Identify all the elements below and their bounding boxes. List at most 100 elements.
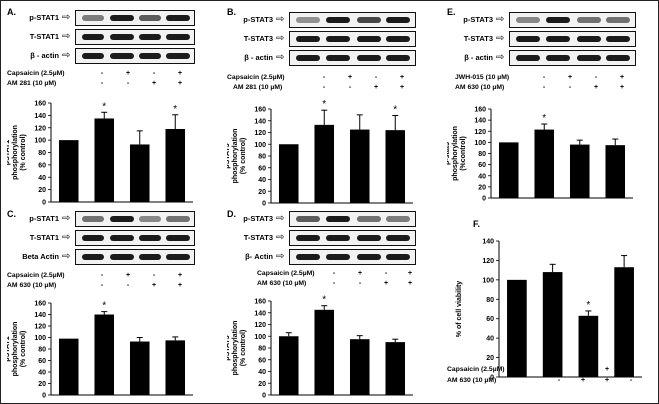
bar-chart: 0 20 40 60 80 100 120 140 % of cell viability * — [456, 239, 642, 382]
blot-image — [75, 211, 195, 227]
condition-label: AM 630 (10 µM) — [7, 282, 57, 289]
bar — [569, 144, 590, 198]
western-blot: p-STAT3 ⇨ T-STAT3 ⇨ β - actin ⇨ — [447, 12, 647, 72]
bar — [605, 145, 626, 198]
bar-chart: 0 20 40 60 80 100 120 140 160 pSTAT3phosphorylati… — [227, 99, 413, 208]
significance-marker: * — [542, 113, 546, 124]
y-tick-label: 60 — [258, 165, 266, 172]
arrow-icon: ⇨ — [276, 251, 285, 262]
condition-row: AM 281 (10 µM) - - + + — [7, 80, 183, 87]
blot-row: p-STAT1 ⇨ — [15, 211, 200, 227]
y-tick-label: 140 — [254, 118, 266, 125]
blot-image — [509, 50, 636, 66]
condition-row: Capsaicin (2.5µM) - + - + — [7, 272, 183, 279]
y-tick-label: 80 — [38, 150, 46, 157]
y-tick-label: 140 — [254, 310, 266, 317]
bar-chart: 0 20 40 60 80 100 120 140 160 p-stat3phosphorylat… — [447, 107, 633, 203]
blot-label: T-STAT3 — [243, 233, 273, 242]
y-tick-label: 160 — [34, 301, 46, 308]
panel-label: A. — [7, 7, 16, 17]
western-blot: p-STAT1 ⇨ T-STAT1 ⇨ β - actin ⇨ — [15, 10, 200, 70]
y-axis-label: % of cell viability — [456, 281, 463, 338]
significance-marker: * — [393, 104, 397, 115]
blot-label: β - actin — [30, 51, 59, 60]
y-tick-label: 0 — [42, 200, 46, 207]
condition-row: AM 281 (10 µM) - - + + — [227, 83, 427, 93]
western-blot: p-STAT1 ⇨ T-STAT1 ⇨ Beta Actin ⇨ — [15, 211, 200, 271]
panel-label: B. — [227, 7, 236, 17]
y-tick-label: 40 — [486, 336, 494, 343]
arrow-icon: ⇨ — [276, 33, 285, 44]
blot-row: T-STAT1 ⇨ — [15, 230, 200, 246]
blot-image — [289, 31, 416, 47]
y-tick-label: 100 — [34, 138, 46, 145]
arrow-icon: ⇨ — [276, 14, 285, 25]
blot-label: Beta Actin — [22, 252, 59, 261]
bar-chart: 0 20 40 60 80 100 120 140 160 pSTAT1phosphorylati… — [7, 101, 193, 207]
blot-row: p-STAT3 ⇨ — [227, 12, 427, 28]
y-tick-label: 140 — [34, 113, 46, 120]
bar — [507, 279, 527, 377]
y-tick-label: 40 — [38, 175, 46, 182]
y-tick-label: 120 — [474, 129, 486, 136]
western-blot: p-STAT3 ⇨ T-STAT3 ⇨ β- Actin ⇨ — [227, 211, 427, 271]
blot-row: p-STAT1 ⇨ — [15, 10, 200, 26]
y-tick-label: 0 — [262, 201, 266, 208]
blot-row: β - actin ⇨ — [227, 50, 427, 66]
y-tick-label: 160 — [34, 101, 46, 108]
y-axis-label: pSTAT1phosphorylation(% control) — [7, 322, 27, 377]
blot-row: β - actin ⇨ — [15, 48, 200, 64]
y-tick-label: 120 — [254, 322, 266, 329]
blot-row: p-STAT3 ⇨ — [447, 12, 647, 28]
arrow-icon: ⇨ — [276, 52, 285, 63]
y-axis-label: pSTAT3phosphorylation(% control) — [227, 321, 247, 376]
blot-image — [289, 12, 416, 28]
panel-c: C. p-STAT1 ⇨ T-STAT1 ⇨ Beta Actin ⇨ Capsaic… — [7, 209, 207, 401]
blot-image — [289, 249, 416, 265]
arrow-icon: ⇨ — [496, 14, 505, 25]
blot-label: T-STAT1 — [29, 32, 59, 41]
bar — [165, 128, 186, 202]
blot-label: T-STAT1 — [29, 233, 59, 242]
y-tick-label: 20 — [258, 189, 266, 196]
y-tick-label: 20 — [38, 187, 46, 194]
blot-image — [289, 50, 416, 66]
blot-row: Beta Actin ⇨ — [15, 249, 200, 265]
y-axis-label: p-stat3phosphorylation(%control) — [447, 126, 467, 181]
condition-label: AM 281 (10 µM) — [7, 80, 57, 87]
bar — [534, 129, 555, 198]
arrow-icon: ⇨ — [62, 12, 71, 23]
condition-row: Capsaicin (2.5µM) - + - + — [7, 70, 183, 77]
blot-row: T-STAT1 ⇨ — [15, 29, 200, 45]
y-tick-label: 20 — [478, 184, 486, 191]
panel-b: B. p-STAT3 ⇨ T-STAT3 ⇨ β - actin ⇨ Capsaici… — [227, 7, 427, 208]
condition-label: Capsaicin (2.5µM) — [7, 70, 65, 77]
bar — [578, 315, 599, 377]
arrow-icon: ⇨ — [62, 251, 71, 262]
arrow-icon: ⇨ — [276, 213, 285, 224]
bar-chart: 0 20 40 60 80 100 120 140 160 pSTAT3phosphorylati… — [227, 295, 413, 400]
y-tick-label: 80 — [258, 346, 266, 353]
blot-image — [509, 12, 636, 28]
y-tick-label: 100 — [254, 334, 266, 341]
blot-image — [509, 31, 636, 47]
arrow-icon: ⇨ — [62, 50, 71, 61]
blot-label: β - actin — [244, 53, 273, 62]
y-tick-label: 0 — [490, 375, 494, 382]
y-axis-label: pSTAT3phosphorylation(% control) — [227, 129, 247, 184]
y-tick-label: 20 — [38, 381, 46, 388]
blot-image — [75, 48, 195, 64]
bar — [314, 309, 335, 395]
arrow-icon: ⇨ — [62, 213, 71, 224]
condition-row: AM 630 (10 µM) - + + - — [447, 377, 633, 384]
bar — [542, 272, 563, 377]
y-tick-label: 100 — [482, 277, 494, 284]
blot-row: T-STAT3 ⇨ — [227, 230, 427, 246]
y-tick-label: 0 — [482, 196, 486, 203]
blot-image — [75, 230, 195, 246]
blot-label: p-STAT3 — [243, 15, 273, 24]
y-tick-label: 120 — [482, 258, 494, 265]
y-tick-label: 160 — [254, 299, 266, 306]
condition-row: AM 630 (10 µM) - - + + — [447, 83, 647, 93]
y-tick-label: 20 — [486, 355, 494, 362]
